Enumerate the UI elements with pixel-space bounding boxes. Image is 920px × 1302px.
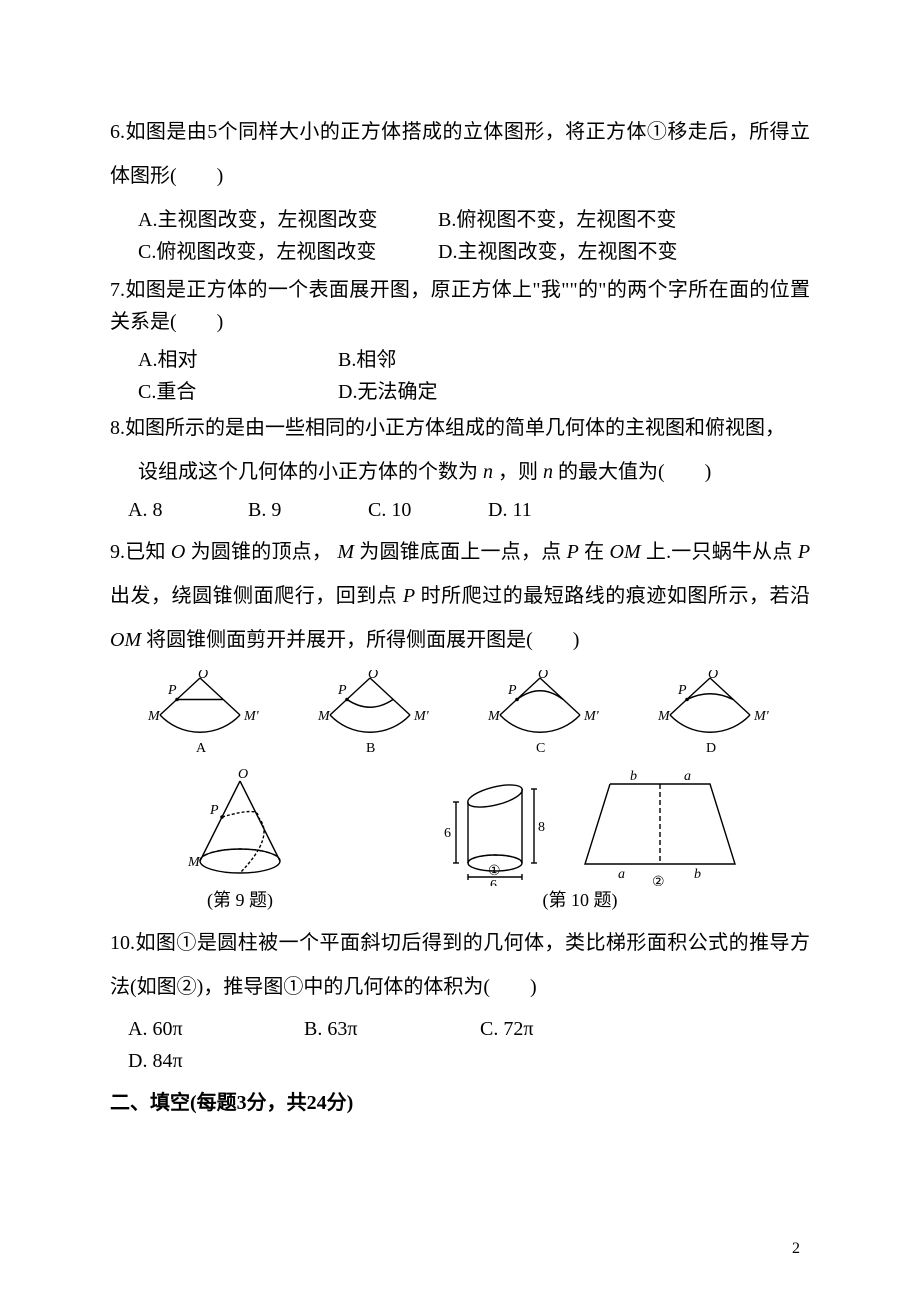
q10-opt-b-text: 63π <box>327 1018 357 1040</box>
q6-opt-d: D.主视图改变，左视图不变 <box>438 236 738 268</box>
q7-opt-d-text: 无法确定 <box>357 381 437 403</box>
svg-text:M': M' <box>413 709 430 724</box>
q8-opt-b-text: 9 <box>271 499 281 521</box>
q10-opt-a-text: 60π <box>152 1018 182 1040</box>
svg-text:O: O <box>538 670 548 682</box>
svg-text:a: a <box>618 867 625 882</box>
svg-text:8: 8 <box>538 820 545 835</box>
q8-opt-b: B. 9 <box>248 494 368 526</box>
q10-number: 10. <box>110 932 135 954</box>
svg-text:C: C <box>536 741 545 756</box>
svg-text:b: b <box>694 867 701 882</box>
q6-opt-c-text: 俯视图改变，左视图改变 <box>156 241 376 263</box>
svg-text:P: P <box>677 683 687 698</box>
q10-opt-d-text: 84π <box>152 1050 182 1072</box>
q10-figures: 6 8 6 ① <box>420 766 740 915</box>
svg-text:①: ① <box>488 864 501 879</box>
q8-opt-d-text: 11 <box>512 499 531 521</box>
q6-opt-a-text: 主视图改变，左视图改变 <box>157 209 377 231</box>
q10-figure-caption: (第 10 题) <box>543 886 618 915</box>
svg-text:M': M' <box>753 709 770 724</box>
q9-option-figures: O M M' P A O M M' P B <box>110 670 810 760</box>
svg-text:P: P <box>209 803 219 818</box>
svg-text:M: M <box>317 709 331 724</box>
q6-opt-a: A.主视图改变，左视图改变 <box>138 204 438 236</box>
q9-options-svg: O M M' P A O M M' P B <box>110 670 810 760</box>
svg-text:P: P <box>337 683 347 698</box>
q8-stem-l1: 如图所示的是由一些相同的小正方体组成的简单几何体的主视图和俯视图， <box>125 417 785 439</box>
q7-options: A.相对 B.相邻 C.重合 D.无法确定 <box>110 344 558 408</box>
q8-opt-c-text: 10 <box>391 499 411 521</box>
q8-number: 8. <box>110 417 125 439</box>
q7-opt-a-text: 相对 <box>157 349 197 371</box>
q7-opt-c-text: 重合 <box>156 381 196 403</box>
question-10: 10.如图①是圆柱被一个平面斜切后得到的几何体，类比梯形面积公式的推导方法(如图… <box>110 921 810 1009</box>
svg-text:a: a <box>684 769 691 784</box>
svg-text:O: O <box>708 670 718 682</box>
svg-text:M: M <box>187 855 201 870</box>
page-number: 2 <box>792 1236 800 1262</box>
svg-text:M: M <box>487 709 501 724</box>
q7-opt-b-text: 相邻 <box>356 349 396 371</box>
q6-number: 6. <box>110 121 125 143</box>
q7-opt-a: A.相对 <box>138 344 338 376</box>
svg-text:P: P <box>167 683 177 698</box>
svg-text:D: D <box>706 741 716 756</box>
svg-text:b: b <box>630 769 637 784</box>
svg-text:P: P <box>507 683 517 698</box>
section-2-heading: 二、填空(每题3分，共24分) <box>110 1087 810 1119</box>
q8-stem-l2-wrap: 设组成这个几何体的小正方体的个数为 n ，则 n 的最大值为( ) <box>110 456 810 488</box>
question-7: 7.如图是正方体的一个表面展开图，原正方体上"我""的"的两个字所在面的位置关系… <box>110 274 810 338</box>
svg-text:O: O <box>198 670 208 682</box>
q10-stem: 如图①是圆柱被一个平面斜切后得到的几何体，类比梯形面积公式的推导方法(如图②)，… <box>110 932 810 998</box>
q10-opt-c-text: 72π <box>503 1018 533 1040</box>
q6-opt-b-text: 俯视图不变，左视图不变 <box>456 209 676 231</box>
q8-opt-d: D. 11 <box>488 494 608 526</box>
svg-text:B: B <box>366 741 375 756</box>
q8-opt-a: A. 8 <box>128 494 248 526</box>
q10-options: A. 60π B. 63π C. 72π D. 84π <box>110 1013 810 1077</box>
question-6: 6.如图是由5个同样大小的正方体搭成的立体图形，将正方体①移走后，所得立体图形(… <box>110 110 810 198</box>
question-9: 9.已知 O 为圆锥的顶点， M 为圆锥底面上一点，点 P 在 OM 上.一只蜗… <box>110 530 810 662</box>
q10-opt-c: C. 72π <box>480 1013 620 1045</box>
q9-cone-figure: O M P (第 9 题) <box>180 766 300 915</box>
svg-text:O: O <box>368 670 378 682</box>
q6-opt-d-text: 主视图改变，左视图不变 <box>457 241 677 263</box>
svg-text:M': M' <box>243 709 260 724</box>
svg-text:A: A <box>196 741 207 756</box>
svg-text:②: ② <box>652 875 665 886</box>
q7-stem: 如图是正方体的一个表面展开图，原正方体上"我""的"的两个字所在面的位置关系是(… <box>110 279 810 333</box>
svg-text:6: 6 <box>490 878 497 886</box>
q8-opt-c: C. 10 <box>368 494 488 526</box>
q10-opt-d: D. 84π <box>128 1045 268 1077</box>
q9-number: 9. <box>110 541 125 563</box>
q6-opt-c: C.俯视图改变，左视图改变 <box>138 236 438 268</box>
svg-text:O: O <box>238 767 248 782</box>
svg-text:M': M' <box>583 709 600 724</box>
q10-opt-a: A. 60π <box>128 1013 268 1045</box>
mid-figure-row: O M P (第 9 题) <box>110 766 810 915</box>
q8-opt-a-text: 8 <box>152 499 162 521</box>
q7-opt-c: C.重合 <box>138 376 338 408</box>
q6-options: A.主视图改变，左视图改变 B.俯视图不变，左视图不变 C.俯视图改变，左视图改… <box>110 204 810 268</box>
svg-text:M: M <box>657 709 671 724</box>
q7-number: 7. <box>110 279 125 301</box>
svg-text:M: M <box>147 709 161 724</box>
q8-stem-l2: 设组成这个几何体的小正方体的个数为 n ，则 n 的最大值为( ) <box>138 461 711 483</box>
q8-options: A. 8 B. 9 C. 10 D. 11 <box>110 494 810 526</box>
q10-opt-b: B. 63π <box>304 1013 444 1045</box>
q6-opt-b: B.俯视图不变，左视图不变 <box>438 204 738 236</box>
q7-opt-b: B.相邻 <box>338 344 538 376</box>
question-8: 8.如图所示的是由一些相同的小正方体组成的简单几何体的主视图和俯视图， <box>110 412 810 444</box>
q9-figure-caption: (第 9 题) <box>207 886 273 915</box>
q7-opt-d: D.无法确定 <box>338 376 538 408</box>
svg-text:6: 6 <box>444 826 451 841</box>
q6-stem: 如图是由5个同样大小的正方体搭成的立体图形，将正方体①移走后，所得立体图形( ) <box>110 121 810 187</box>
q9-stem: 已知 O 为圆锥的顶点， M 为圆锥底面上一点，点 P 在 OM 上.一只蜗牛从… <box>110 541 810 651</box>
